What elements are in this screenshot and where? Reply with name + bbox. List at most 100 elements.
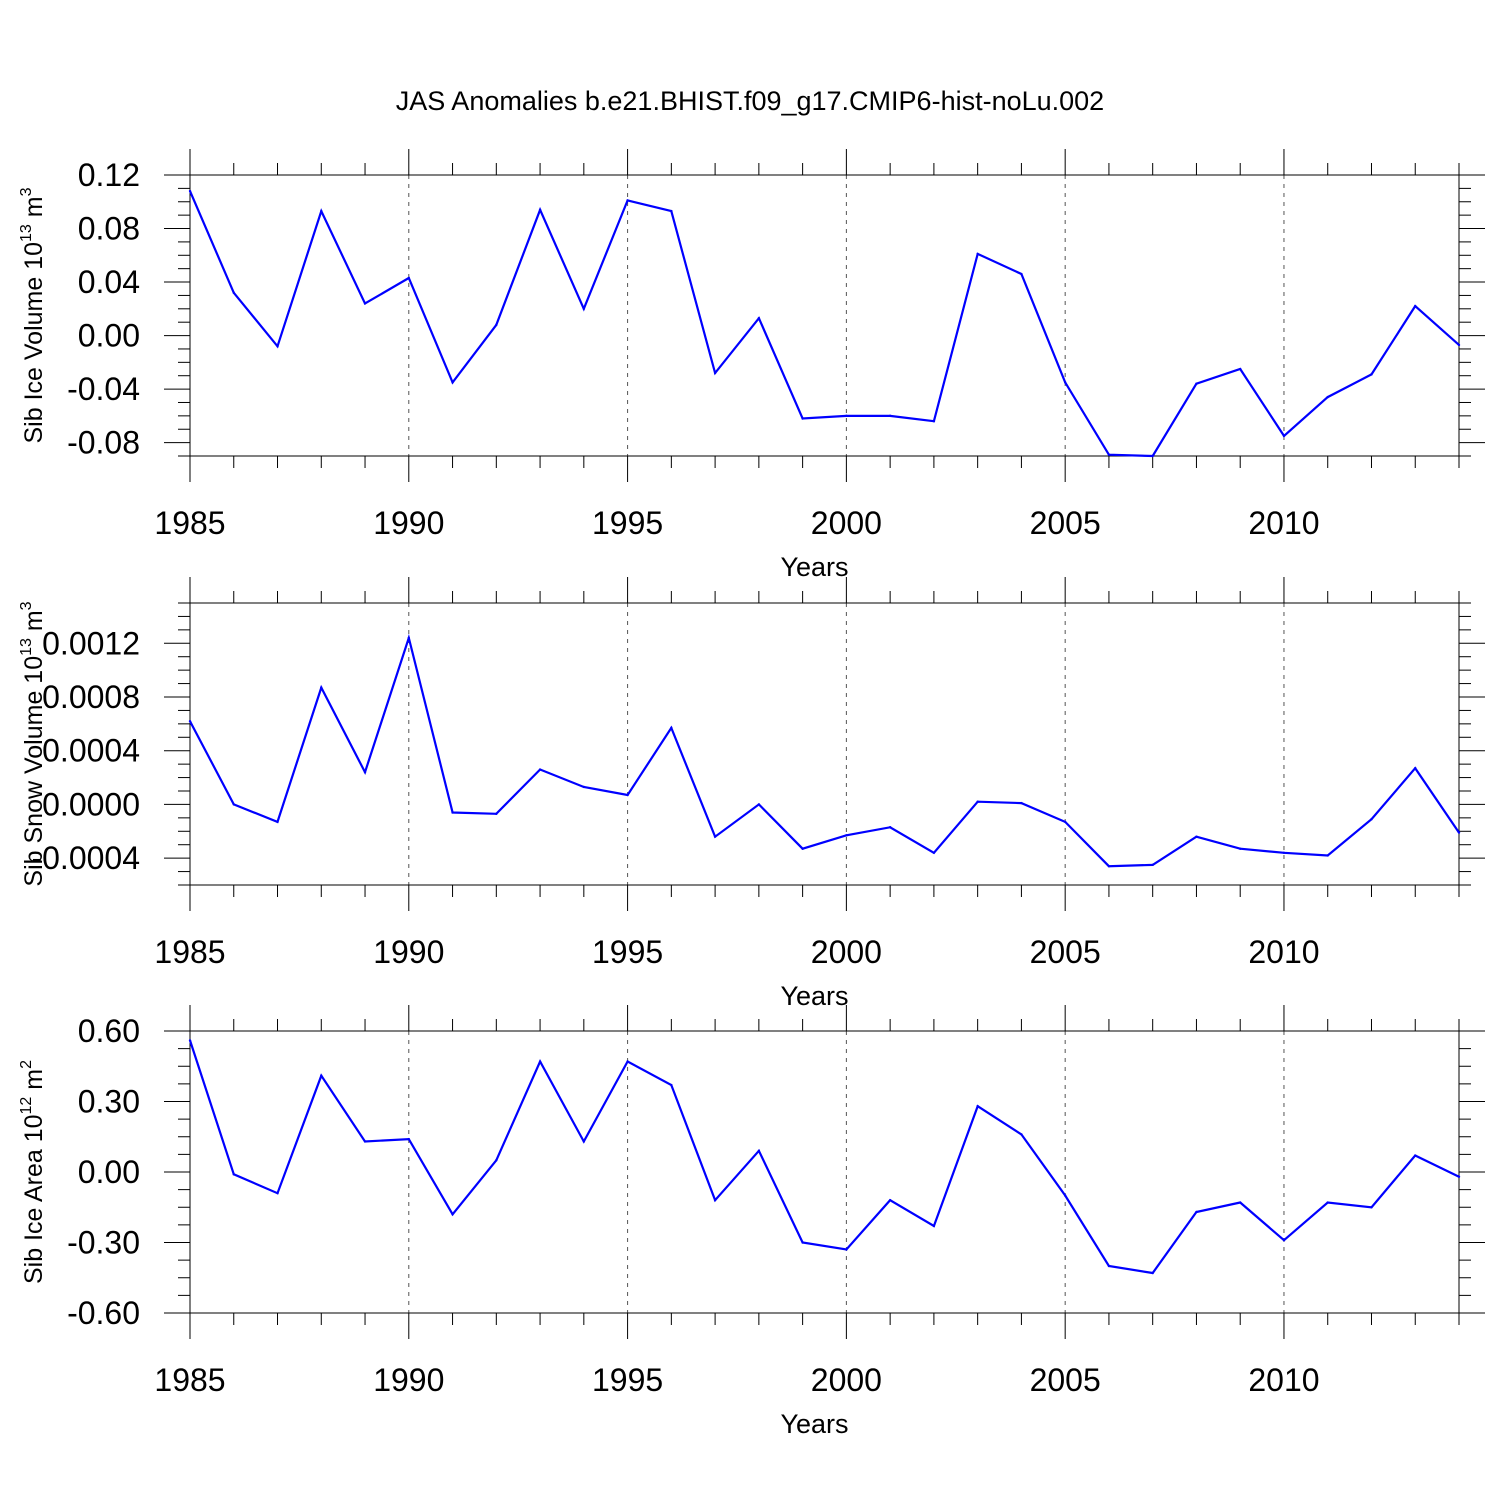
- x-tick-label: 2010: [1248, 1362, 1319, 1398]
- y-tick-label: 0.08: [78, 211, 140, 247]
- y-tick-label: 0.30: [78, 1084, 140, 1120]
- data-point: [1239, 367, 1242, 371]
- data-point: [1151, 454, 1154, 458]
- data-point: [976, 1105, 979, 1108]
- y-tick-label: 0.00: [78, 318, 140, 354]
- y-axis-label-text: Sib Snow Volume 10: [20, 656, 48, 887]
- x-tick-label: 2000: [811, 1362, 882, 1398]
- y-axis-label-unit: m: [20, 610, 48, 638]
- data-point: [932, 420, 936, 423]
- x-tick-label: 2000: [811, 934, 882, 970]
- y-axis-label-unit: m: [20, 196, 48, 224]
- data-point: [1239, 1201, 1242, 1204]
- data-point: [1457, 1175, 1461, 1178]
- data-point: [1151, 863, 1154, 867]
- y-tick-label: -0.0004: [31, 840, 140, 876]
- y-axis-label-unit-exponent: 2: [18, 1060, 35, 1069]
- series-line: [189, 633, 1460, 868]
- data-point: [670, 1083, 673, 1087]
- data-point: [1370, 373, 1373, 376]
- data-point: [888, 826, 892, 829]
- data-point: [888, 1199, 892, 1202]
- data-point: [626, 793, 629, 797]
- x-tick-label: 2000: [811, 505, 882, 541]
- data-point: [276, 820, 279, 824]
- data-point: [451, 1213, 454, 1216]
- y-tick-label: -0.30: [67, 1225, 140, 1261]
- y-axis-label: Sib Ice Volume 1013 m3: [18, 187, 48, 443]
- data-point: [1151, 1271, 1154, 1275]
- x-axis-label: Years: [780, 1409, 848, 1439]
- data-point: [232, 803, 235, 806]
- data-point: [1326, 854, 1329, 857]
- x-tick-label: 1990: [373, 934, 444, 970]
- x-tick-label: 2005: [1030, 505, 1101, 541]
- y-axis-label-exponent: 13: [18, 224, 35, 242]
- panel-ice-volume: 1985 1990 1995 2000 2005 2010 Years 0.12 0.08 0.0…: [18, 149, 1485, 582]
- data-point: [1457, 831, 1461, 834]
- data-point: [932, 1224, 936, 1228]
- x-tick-label: 2010: [1248, 505, 1319, 541]
- data-point: [801, 1241, 804, 1244]
- data-point: [1326, 395, 1329, 399]
- data-point: [363, 302, 367, 305]
- panel-snow-volume: 1985 1990 1995 2000 2005 2010 Years 0.0012 0.000…: [18, 577, 1485, 1011]
- data-point: [801, 847, 804, 850]
- data-point: [626, 1060, 629, 1063]
- x-tick-label: 1995: [592, 1362, 663, 1398]
- data-point: [363, 1140, 367, 1143]
- data-point: [1020, 1133, 1023, 1136]
- data-point: [1370, 1206, 1373, 1209]
- data-point: [713, 835, 717, 838]
- data-point: [538, 768, 542, 771]
- data-point: [407, 1137, 410, 1141]
- data-point: [670, 209, 673, 213]
- y-tick-label: -0.04: [67, 371, 140, 407]
- series-line: [188, 190, 1460, 458]
- y-tick-label: -0.60: [67, 1295, 140, 1331]
- y-tick-label: 0.0004: [42, 733, 140, 769]
- data-point: [1239, 847, 1242, 850]
- data-point: [232, 291, 235, 294]
- y-tick-label: 0.00: [78, 1154, 140, 1190]
- x-tick-label: 2005: [1030, 1362, 1101, 1398]
- data-point: [451, 811, 454, 814]
- data-point: [320, 209, 323, 213]
- data-point: [363, 771, 367, 774]
- data-point: [1414, 1154, 1417, 1157]
- y-axis-label: Sib Snow Volume 1013 m3: [18, 601, 48, 886]
- data-point: [757, 1149, 761, 1153]
- data-point: [1107, 453, 1111, 456]
- data-point: [1063, 1194, 1067, 1197]
- data-point: [1020, 801, 1023, 805]
- data-point: [1282, 1238, 1286, 1242]
- y-axis-label-text: Sib Ice Volume 10: [20, 242, 48, 444]
- y-axis-label: Sib Ice Area 1012 m2: [18, 1060, 48, 1284]
- x-tick-label: 1995: [592, 505, 663, 541]
- data-point: [976, 800, 979, 803]
- data-point: [582, 785, 586, 789]
- x-tick-label: 2005: [1030, 934, 1101, 970]
- x-tick-label: 1985: [154, 505, 225, 541]
- y-axis-label-text: Sib Ice Area 10: [20, 1114, 48, 1284]
- data-point: [1195, 835, 1198, 838]
- data-point: [845, 1248, 848, 1251]
- data-point: [713, 371, 717, 375]
- y-axis-label-unit-exponent: 3: [18, 187, 35, 196]
- x-tick-label: 1985: [154, 934, 225, 970]
- panel-ice-area: 1985 1990 1995 2000 2005 2010 Years 0.60 0.30 0.0…: [18, 1005, 1485, 1439]
- x-tick-label: 1990: [373, 505, 444, 541]
- y-tick-label: 0.60: [78, 1013, 140, 1049]
- y-tick-label: 0.0012: [42, 625, 140, 661]
- data-point: [670, 726, 673, 730]
- data-point: [276, 345, 279, 348]
- data-point: [1063, 820, 1067, 824]
- data-point: [407, 636, 410, 640]
- data-point: [407, 276, 410, 280]
- data-point: [932, 851, 936, 854]
- data-point: [845, 414, 848, 418]
- data-point: [888, 414, 892, 418]
- data-point: [1107, 1264, 1111, 1268]
- y-axis-label-unit-exponent: 3: [18, 601, 35, 610]
- data-point: [1107, 865, 1111, 868]
